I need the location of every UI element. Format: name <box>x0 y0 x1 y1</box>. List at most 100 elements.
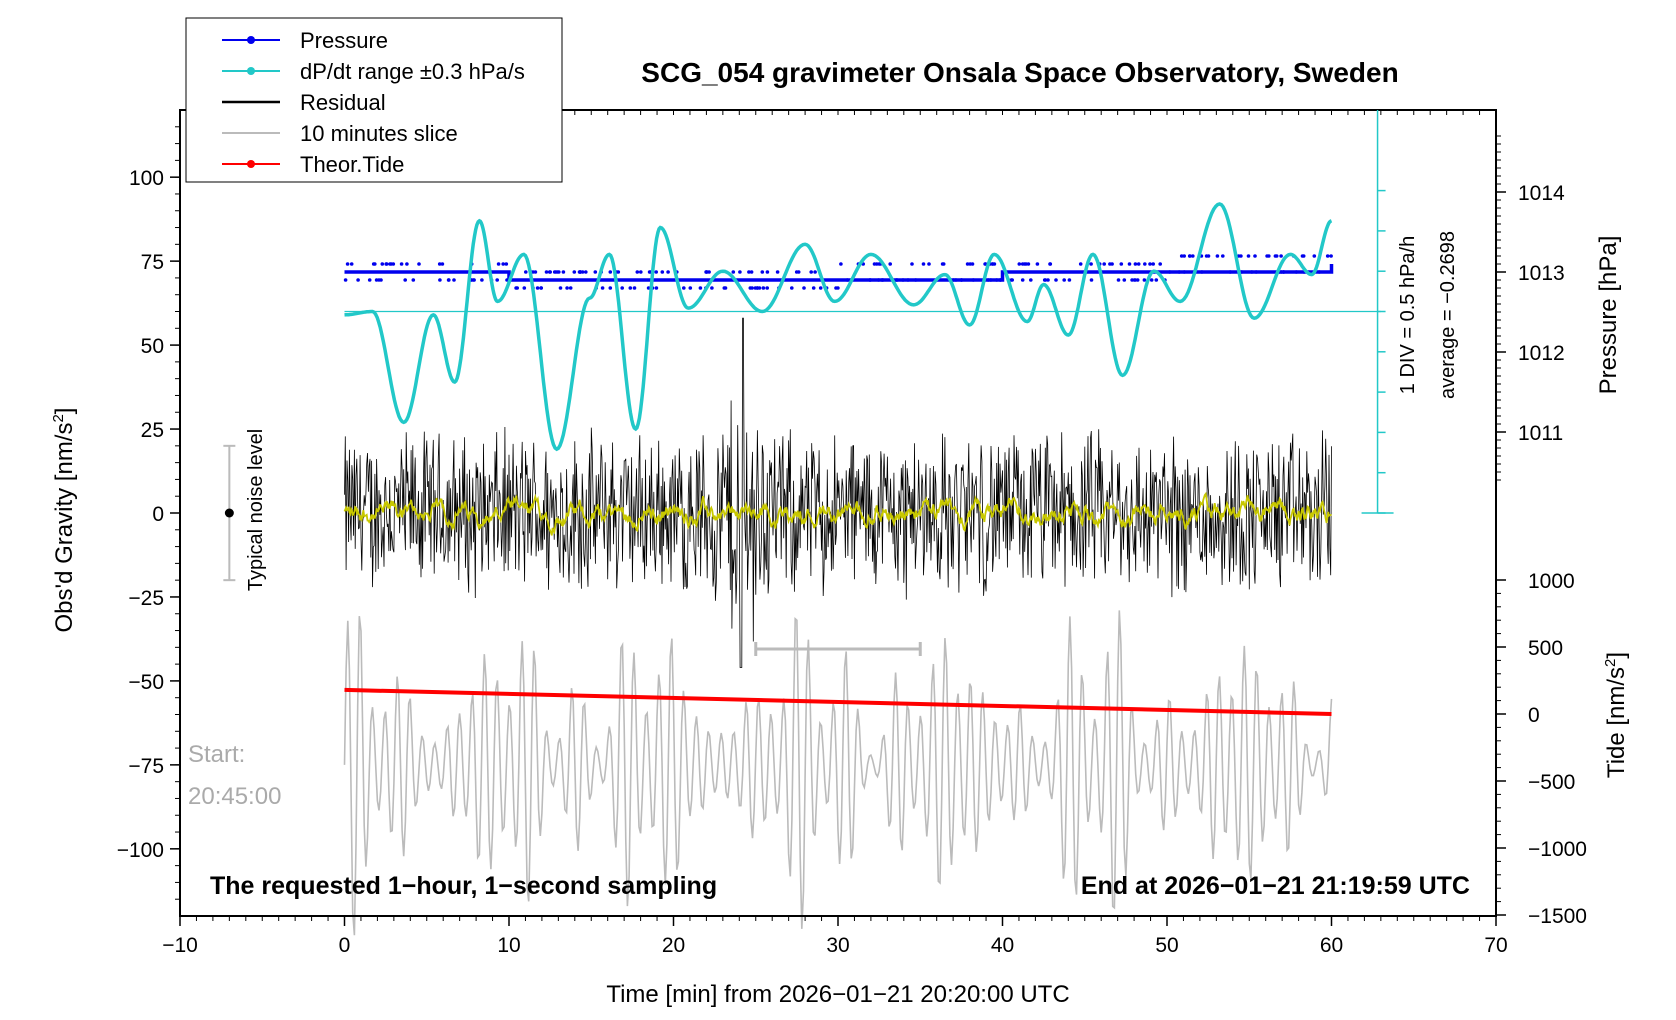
y-tide-tick-label: 500 <box>1528 637 1563 660</box>
pressure-point <box>572 270 577 274</box>
pressure-point <box>666 270 670 274</box>
y-axis-label-tide: Tide [nm/s2] <box>1602 652 1630 778</box>
pressure-point <box>608 270 613 274</box>
legend-label: Residual <box>300 90 386 115</box>
pressure-point <box>577 270 582 274</box>
pressure-point <box>539 286 543 290</box>
y-left-tick-label: −50 <box>128 671 164 694</box>
pressure-point <box>1010 278 1014 282</box>
pressure-point <box>557 270 561 274</box>
pressure-point <box>399 262 404 266</box>
pressure-point <box>1158 262 1162 266</box>
dpdt-line <box>344 202 1333 452</box>
y-left-tick-label: −75 <box>128 755 164 778</box>
y-tide-tick-label: 1000 <box>1528 570 1575 593</box>
y-axis-label-tide-sup: 2 <box>1602 659 1619 667</box>
pressure-point <box>760 270 765 274</box>
y-left-tick-label: 0 <box>152 503 164 526</box>
pressure-point <box>970 262 975 266</box>
pressure-point <box>452 278 456 282</box>
x-tick-label: 10 <box>497 934 520 957</box>
pressure-point <box>1142 278 1147 282</box>
start-time: 20:45:00 <box>188 783 281 810</box>
legend-swatch-marker <box>247 36 255 44</box>
pressure-point <box>654 286 659 290</box>
pressure-point <box>660 270 665 274</box>
pressure-point <box>1078 262 1083 266</box>
x-axis-label: Time [min] from 2026−01−21 20:20:00 UTC <box>606 981 1069 1008</box>
pressure-point <box>1026 262 1031 266</box>
noise-label: Typical noise level <box>245 429 267 591</box>
x-tick-label: 70 <box>1484 934 1507 957</box>
y-axis-label-left-sup: 2 <box>50 414 67 422</box>
pressure-point <box>802 286 806 290</box>
average-label: average = −0.2698 <box>1437 231 1459 399</box>
pressure-point <box>1089 262 1093 266</box>
y-tide-tick-label: −500 <box>1528 771 1575 794</box>
pressure-point <box>836 286 840 290</box>
pressure-point <box>775 270 780 274</box>
pressure-point <box>501 262 506 266</box>
pressure-point <box>620 286 624 290</box>
pressure-point <box>384 262 389 266</box>
pressure-point <box>983 262 987 266</box>
y-pressure-tick-label: 1013 <box>1518 262 1565 285</box>
y-left-tick-label: 25 <box>141 419 164 442</box>
y-pressure-tick-label: 1011 <box>1518 422 1563 445</box>
pressure-point <box>1048 262 1052 266</box>
pressure-point <box>765 270 770 274</box>
pressure-point <box>1151 262 1155 266</box>
y-tide-tick-label: 0 <box>1528 704 1540 727</box>
pressure-point <box>608 286 613 290</box>
x-tick-label: 30 <box>826 934 849 957</box>
pressure-point <box>524 270 528 274</box>
plot-series <box>343 202 1381 936</box>
pressure-point <box>1179 254 1184 258</box>
theoretical-tide-line <box>344 687 1332 716</box>
x-tick-label: 40 <box>991 934 1014 957</box>
y-left-tick-label: −100 <box>117 839 164 862</box>
pressure-point <box>1029 278 1033 282</box>
pressure-point <box>738 270 742 274</box>
pressure-point <box>1267 254 1271 258</box>
pressure-point <box>367 278 372 282</box>
pressure-point <box>1329 254 1333 258</box>
pressure-point <box>1054 278 1058 282</box>
pressure-point <box>1300 254 1305 258</box>
pressure-point <box>1102 262 1106 266</box>
pressure-line <box>344 264 1334 282</box>
pressure-point <box>639 270 643 274</box>
pressure-point <box>1119 262 1124 266</box>
pressure-point <box>1191 254 1195 258</box>
y-tide-tick-label: −1000 <box>1528 838 1587 861</box>
pressure-point <box>1067 278 1072 282</box>
pressure-point <box>437 262 442 266</box>
pressure-point <box>447 278 451 282</box>
pressure-point <box>374 278 379 282</box>
pressure-point <box>710 286 714 290</box>
pressure-point <box>356 278 360 282</box>
y-axis-label-tide-main: Tide [nm/s <box>1603 667 1630 778</box>
y-axis-label-left: Obs'd Gravity [nm/s2] <box>50 408 78 633</box>
y-left-tick-label: 50 <box>141 335 164 358</box>
pressure-point <box>522 286 527 290</box>
pressure-point <box>698 286 703 290</box>
pressure-point <box>1187 254 1192 258</box>
pressure-point <box>811 286 816 290</box>
legend-swatch-marker <box>247 160 255 168</box>
pressure-point <box>1149 278 1154 282</box>
pressure-point <box>1325 254 1330 258</box>
pressure-point <box>921 262 926 266</box>
pressure-point <box>1215 254 1220 258</box>
axis-tick-labels: −10 0 10 20 30 40 50 60 701007550250−25−50−75−10… <box>117 167 1587 957</box>
x-tick-label: 50 <box>1155 934 1178 957</box>
pressure-point <box>1221 254 1225 258</box>
pressure-point <box>345 262 350 266</box>
chart-title: SCG_054 gravimeter Onsala Space Observat… <box>641 57 1398 88</box>
y-pressure-tick-label: 1012 <box>1518 342 1565 365</box>
legend-label: Theor.Tide <box>300 152 404 177</box>
pressure-point <box>593 270 598 274</box>
y-axis-label-pressure: Pressure [hPa] <box>1595 236 1622 395</box>
pressure-point <box>1089 278 1094 282</box>
y-axis-label-left-main: Obs'd Gravity [nm/s <box>51 423 78 633</box>
